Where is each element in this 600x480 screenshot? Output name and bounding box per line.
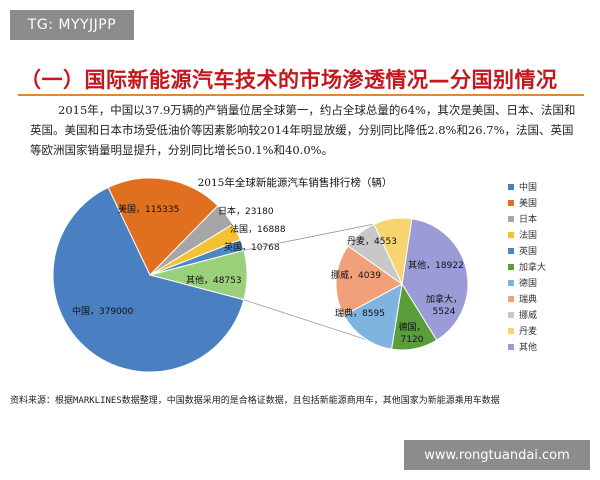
legend-label-5: 加拿大	[519, 261, 546, 273]
title-underline	[18, 94, 584, 96]
legend-swatch-2	[508, 216, 514, 222]
source-note: 资料来源：根据MARKLINES数据整理，中国数据采用的是合格证数据，且包括新能…	[10, 396, 500, 406]
legend-label-9: 丹麦	[519, 325, 537, 337]
summary-paragraph: 2015年，中国以37.9万辆的产销量位居全球第一，约占全球总量的64%，其次是…	[30, 103, 576, 157]
main-pie-label-4: 英国，10768	[224, 241, 280, 253]
breakdown-pie-label-0: 其他，18922	[408, 259, 464, 271]
legend-label-4: 英国	[519, 245, 537, 257]
main-pie-label-2: 日本，23180	[218, 205, 274, 217]
legend-swatch-7	[508, 296, 514, 302]
page-title: （一）国际新能源汽车技术的市场渗透情况—分国别情况	[20, 68, 558, 92]
legend-label-6: 德国	[519, 277, 537, 289]
chart-title: 2015年全球新能源汽车销售排行榜（辆）	[198, 176, 393, 189]
breakdown-pie-label-1: 加拿大， 5524	[426, 293, 462, 317]
main-pie-label-1: 美国，115335	[118, 203, 179, 215]
legend-swatch-10	[508, 344, 514, 350]
legend-label-1: 美国	[519, 197, 537, 209]
legend-label-8: 挪威	[519, 309, 537, 321]
breakdown-pie-label-4: 挪威，4039	[331, 269, 381, 281]
breakdown-pie-slice-5	[373, 217, 413, 286]
breakdown-pie-label-3: 瑞典，8595	[335, 307, 385, 319]
breakdown-pie-label-2: 德国， 7120	[398, 321, 425, 345]
legend-label-10: 其他	[519, 341, 537, 353]
legend-swatch-8	[508, 312, 514, 318]
watermark-top-left: TG: MYYJJPP	[10, 10, 134, 40]
main-pie-label-5: 其他，48753	[186, 274, 242, 286]
main-pie-slice-4	[149, 239, 245, 276]
main-pie-label-0: 中国，379000	[72, 305, 134, 317]
main-pie-slice-1	[107, 177, 219, 276]
breakdown-pie-label-5: 丹麦，4553	[347, 235, 397, 247]
legend-label-2: 日本	[519, 213, 537, 225]
legend-swatch-1	[508, 200, 514, 206]
legend-swatch-5	[508, 264, 514, 270]
legend-label-7: 瑞典	[519, 293, 537, 305]
breakdown-pie-slice-3	[335, 245, 403, 316]
main-pie-label-3: 法国，16888	[230, 223, 286, 235]
legend-label-0: 中国	[519, 181, 537, 193]
watermark-bottom-right: www.rongtuandai.com	[404, 440, 590, 470]
breakdown-pie-slice-2	[343, 283, 403, 350]
legend-swatch-4	[508, 248, 514, 254]
connector-line-top	[243, 219, 395, 251]
legend-label-3: 法国	[519, 229, 537, 241]
legend-swatch-9	[508, 328, 514, 334]
legend-swatch-6	[508, 280, 514, 286]
legend-swatch-3	[508, 232, 514, 238]
main-pie-slice-0	[52, 186, 245, 373]
main-pie: 中国，379000 美国，115335 日本，23180 法国，16888 英国，107…	[52, 177, 286, 373]
legend-swatch-0	[508, 184, 514, 190]
